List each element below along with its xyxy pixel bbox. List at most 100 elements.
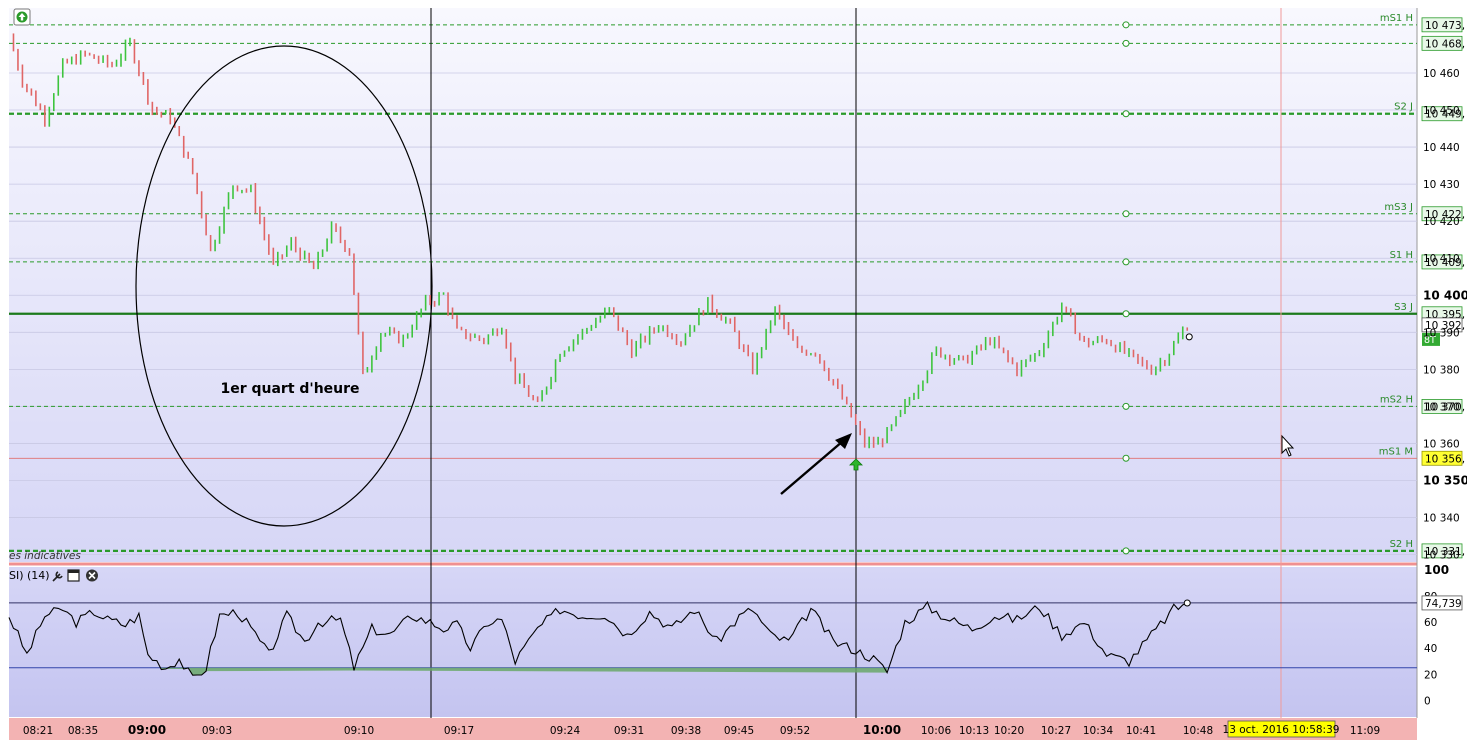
time-tick-label: 10:48 xyxy=(1183,725,1213,737)
price-tick-label: 10 380 xyxy=(1423,364,1460,376)
pivot-level-value-box xyxy=(1421,106,1463,122)
pivot-level-value-box xyxy=(1421,206,1463,222)
price-tick-label: 10 410 xyxy=(1423,253,1460,265)
pivot-level-value: 10 409, xyxy=(1425,257,1465,269)
pivot-level-marker xyxy=(1122,110,1130,118)
time-tick-label: 10:13 xyxy=(959,725,989,737)
session-markers xyxy=(430,8,1282,718)
rsi-current-value: 74,739 xyxy=(1425,598,1462,610)
price-tick-label: 10 450 xyxy=(1423,105,1460,117)
price-tick-label: 10 350 xyxy=(1423,473,1467,487)
pivot-level-value-box xyxy=(1421,543,1463,559)
pivot-level-marker xyxy=(1122,402,1130,410)
legend-indicative: es indicatives xyxy=(9,550,81,562)
price-tick-label: 10 340 xyxy=(1423,513,1460,525)
current-price-box xyxy=(1421,317,1463,333)
price-tick-label: 10 360 xyxy=(1423,438,1460,450)
pivot-level-marker xyxy=(1122,547,1130,555)
mouse-pointer-icon xyxy=(1281,434,1295,457)
rsi-tick-label: 40 xyxy=(1424,643,1437,655)
pivot-level-value: 10 356, xyxy=(1425,453,1465,465)
first-quarter-annotation: 1er quart d'heure xyxy=(220,381,359,397)
price-tick-label: 10 440 xyxy=(1423,142,1460,154)
main-panel xyxy=(9,8,1417,562)
pivot-level-marker xyxy=(1122,39,1130,47)
time-tick-label: 10:06 xyxy=(921,725,952,737)
pivot-levels: mS1 H 10 473, 10 468, S2 J 10 449, mS3 J 10 42… xyxy=(9,13,1465,559)
time-tick-label: 09:38 xyxy=(671,725,701,737)
rsi-tick-label: 100 xyxy=(1424,563,1449,577)
wrench-icon[interactable] xyxy=(52,571,63,582)
current-price-tag: 8T xyxy=(1424,335,1436,346)
price-tick-label: 10 370 xyxy=(1423,401,1460,413)
time-tick-label: 09:31 xyxy=(614,725,644,737)
time-tick-label: 11:09 xyxy=(1350,725,1380,737)
pivot-level-value-box xyxy=(1421,17,1463,33)
time-tick-label: 08:21 xyxy=(23,725,53,737)
pivot-level-value: 10 422, xyxy=(1425,209,1465,221)
pivot-level-value: 10 370, xyxy=(1425,401,1465,413)
rsi-tick-label: 0 xyxy=(1424,695,1431,707)
pivot-level-value: 10 468, xyxy=(1425,38,1465,50)
pivot-level-value-box xyxy=(1421,399,1463,414)
cursor-time-label: 13 oct. 2016 10:58:39 xyxy=(1223,724,1340,736)
pivot-level-marker xyxy=(1122,21,1130,29)
rsi-panel xyxy=(9,567,1417,717)
pivot-level-label: mS3 J xyxy=(1384,202,1413,213)
time-tick-label: 10:00 xyxy=(863,723,901,737)
time-tick-label: 09:00 xyxy=(128,723,166,737)
pivot-level-value: 10 473, xyxy=(1425,20,1465,32)
price-tick-label: 10 430 xyxy=(1423,179,1460,191)
pivot-level-label: mS1 M xyxy=(1379,446,1413,457)
pivot-level-value: 10 331, xyxy=(1425,546,1465,558)
time-tick-label: 09:45 xyxy=(724,725,754,737)
time-tick-label: 08:35 xyxy=(68,725,98,737)
pivot-level-label: S1 H xyxy=(1390,250,1413,261)
cursor-time: 13 oct. 2016 10:58:39 xyxy=(1223,720,1340,738)
time-tick-label: 10:20 xyxy=(994,725,1024,737)
pivot-level-label: S2 H xyxy=(1390,539,1413,550)
expand-icon[interactable] xyxy=(13,8,31,26)
pivot-level-marker xyxy=(1122,454,1130,462)
time-axis-labels: 08:21 08:35 09:00 09:03 09:10 09:17 09:24 09:31… xyxy=(23,723,1380,737)
time-tick-label: 09:24 xyxy=(550,725,581,737)
first-quarter-ellipse xyxy=(135,45,433,527)
time-axis-bar xyxy=(9,718,1417,740)
rsi-oversold-area xyxy=(161,667,888,676)
rsi-tick-label: 20 xyxy=(1424,669,1437,681)
pivot-level-value: 10 449, xyxy=(1425,109,1465,121)
pivot-level-label: S2 J xyxy=(1394,102,1413,113)
price-tick-label: 10 330 xyxy=(1423,550,1460,562)
rsi-title: SI) (14) xyxy=(9,569,50,582)
time-tick-label: 09:03 xyxy=(202,725,232,737)
time-tick-label: 10:41 xyxy=(1126,725,1156,737)
pivot-level-marker xyxy=(1122,210,1130,218)
time-tick-label: 10:34 xyxy=(1083,725,1114,737)
price-gridlines xyxy=(9,72,1417,555)
time-tick-label: 09:10 xyxy=(344,725,374,737)
low-arrow xyxy=(780,433,852,495)
window-icon[interactable] xyxy=(67,569,80,582)
time-axis-corner xyxy=(1417,718,1462,740)
time-tick-label: 09:52 xyxy=(780,725,810,737)
rsi-value-box xyxy=(1421,595,1463,611)
price-bars xyxy=(12,33,1193,449)
pivot-level-marker xyxy=(1122,258,1130,266)
pivot-level-label: mS2 H xyxy=(1380,394,1413,405)
pivot-level-marker xyxy=(1122,310,1130,318)
pivot-level-value-box xyxy=(1421,254,1463,270)
pivot-level-value-box xyxy=(1421,450,1463,466)
pivot-level-label: mS1 H xyxy=(1380,13,1413,24)
price-tick-label: 10 460 xyxy=(1423,68,1460,80)
price-tick-label: 10 420 xyxy=(1423,216,1460,228)
close-icon[interactable] xyxy=(86,569,98,582)
rsi-last-marker xyxy=(1183,599,1191,607)
current-price-value: 10 392, xyxy=(1425,320,1465,332)
current-price-tag-box xyxy=(1422,332,1440,346)
buy-signal-icon xyxy=(849,458,863,471)
last-price-marker xyxy=(1185,333,1193,341)
pivot-level-label: S3 J xyxy=(1394,302,1413,313)
rsi-tick-label: 60 xyxy=(1424,617,1437,629)
